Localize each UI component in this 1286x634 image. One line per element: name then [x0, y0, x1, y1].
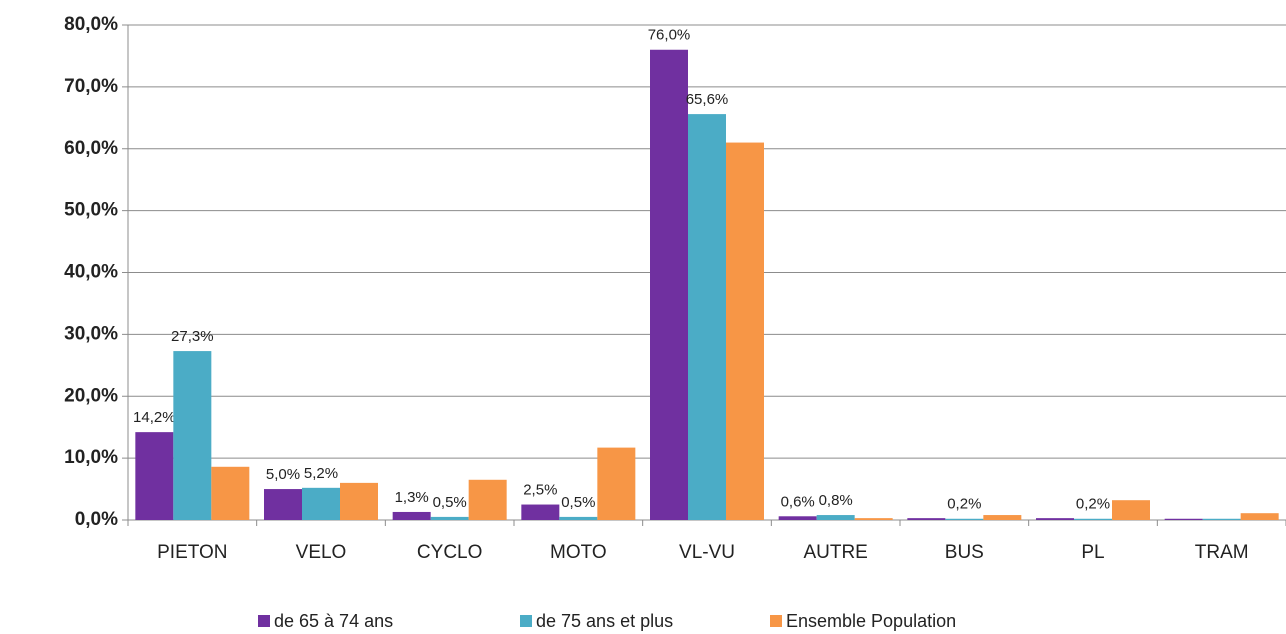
x-tick-label: MOTO — [550, 542, 607, 563]
bar — [945, 518, 984, 520]
data-label: 0,8% — [819, 492, 853, 509]
bar — [430, 516, 469, 520]
data-label: 0,2% — [1076, 496, 1110, 513]
bar — [688, 114, 726, 520]
data-label: 76,0% — [648, 27, 691, 44]
x-tick-label: PL — [1081, 542, 1104, 563]
bar — [1164, 518, 1203, 520]
bar — [597, 447, 636, 520]
data-label: 65,6% — [686, 91, 729, 108]
bar — [559, 516, 598, 520]
legend-swatch — [770, 615, 782, 627]
bar — [340, 482, 378, 520]
bar — [1036, 518, 1074, 520]
y-tick-label: 80,0% — [64, 14, 118, 35]
data-label: 27,3% — [171, 328, 214, 345]
x-tick-label: CYCLO — [417, 542, 482, 563]
legend-swatch — [258, 615, 270, 627]
bar — [302, 487, 340, 520]
bar — [854, 518, 893, 520]
data-label: 1,3% — [395, 489, 429, 506]
y-tick-label: 40,0% — [64, 262, 118, 283]
x-tick-label: AUTRE — [803, 542, 867, 563]
y-tick-label: 20,0% — [64, 385, 118, 406]
y-tick-label: 70,0% — [64, 76, 118, 97]
bar — [173, 351, 212, 520]
bar — [264, 489, 302, 520]
bar — [983, 515, 1022, 520]
legend-swatch — [520, 615, 532, 627]
bar — [521, 504, 560, 520]
bar — [907, 518, 946, 520]
y-tick-label: 50,0% — [64, 200, 118, 221]
data-label: 0,6% — [781, 493, 815, 510]
bar — [468, 479, 507, 520]
bar — [778, 516, 817, 520]
x-tick-label: PIETON — [157, 542, 227, 563]
data-label: 2,5% — [523, 482, 557, 499]
bar — [650, 49, 688, 520]
x-tick-label: TRAM — [1195, 542, 1249, 563]
data-label: 5,2% — [304, 465, 338, 482]
bar — [135, 432, 174, 520]
bar — [1074, 518, 1112, 520]
legend-label: de 75 ans et plus — [536, 611, 673, 631]
bar — [211, 466, 250, 520]
bar — [1112, 500, 1150, 520]
y-tick-label: 30,0% — [64, 323, 118, 344]
data-label: 0,5% — [433, 494, 467, 511]
x-tick-label: VELO — [296, 542, 347, 563]
legend-label: Ensemble Population — [786, 611, 956, 631]
bar — [392, 511, 431, 520]
y-tick-label: 0,0% — [75, 509, 118, 530]
data-label: 14,2% — [133, 409, 176, 426]
x-tick-label: BUS — [945, 542, 984, 563]
data-label: 0,5% — [561, 494, 595, 511]
x-tick-label: VL-VU — [679, 542, 735, 563]
data-label: 0,2% — [947, 496, 981, 513]
y-tick-label: 60,0% — [64, 138, 118, 159]
legend-label: de 65 à 74 ans — [274, 611, 393, 631]
bar — [1202, 518, 1241, 520]
data-label: 5,0% — [266, 466, 300, 483]
y-tick-label: 10,0% — [64, 447, 118, 468]
bar — [726, 142, 764, 520]
bar — [1240, 513, 1279, 520]
bar — [816, 515, 855, 520]
